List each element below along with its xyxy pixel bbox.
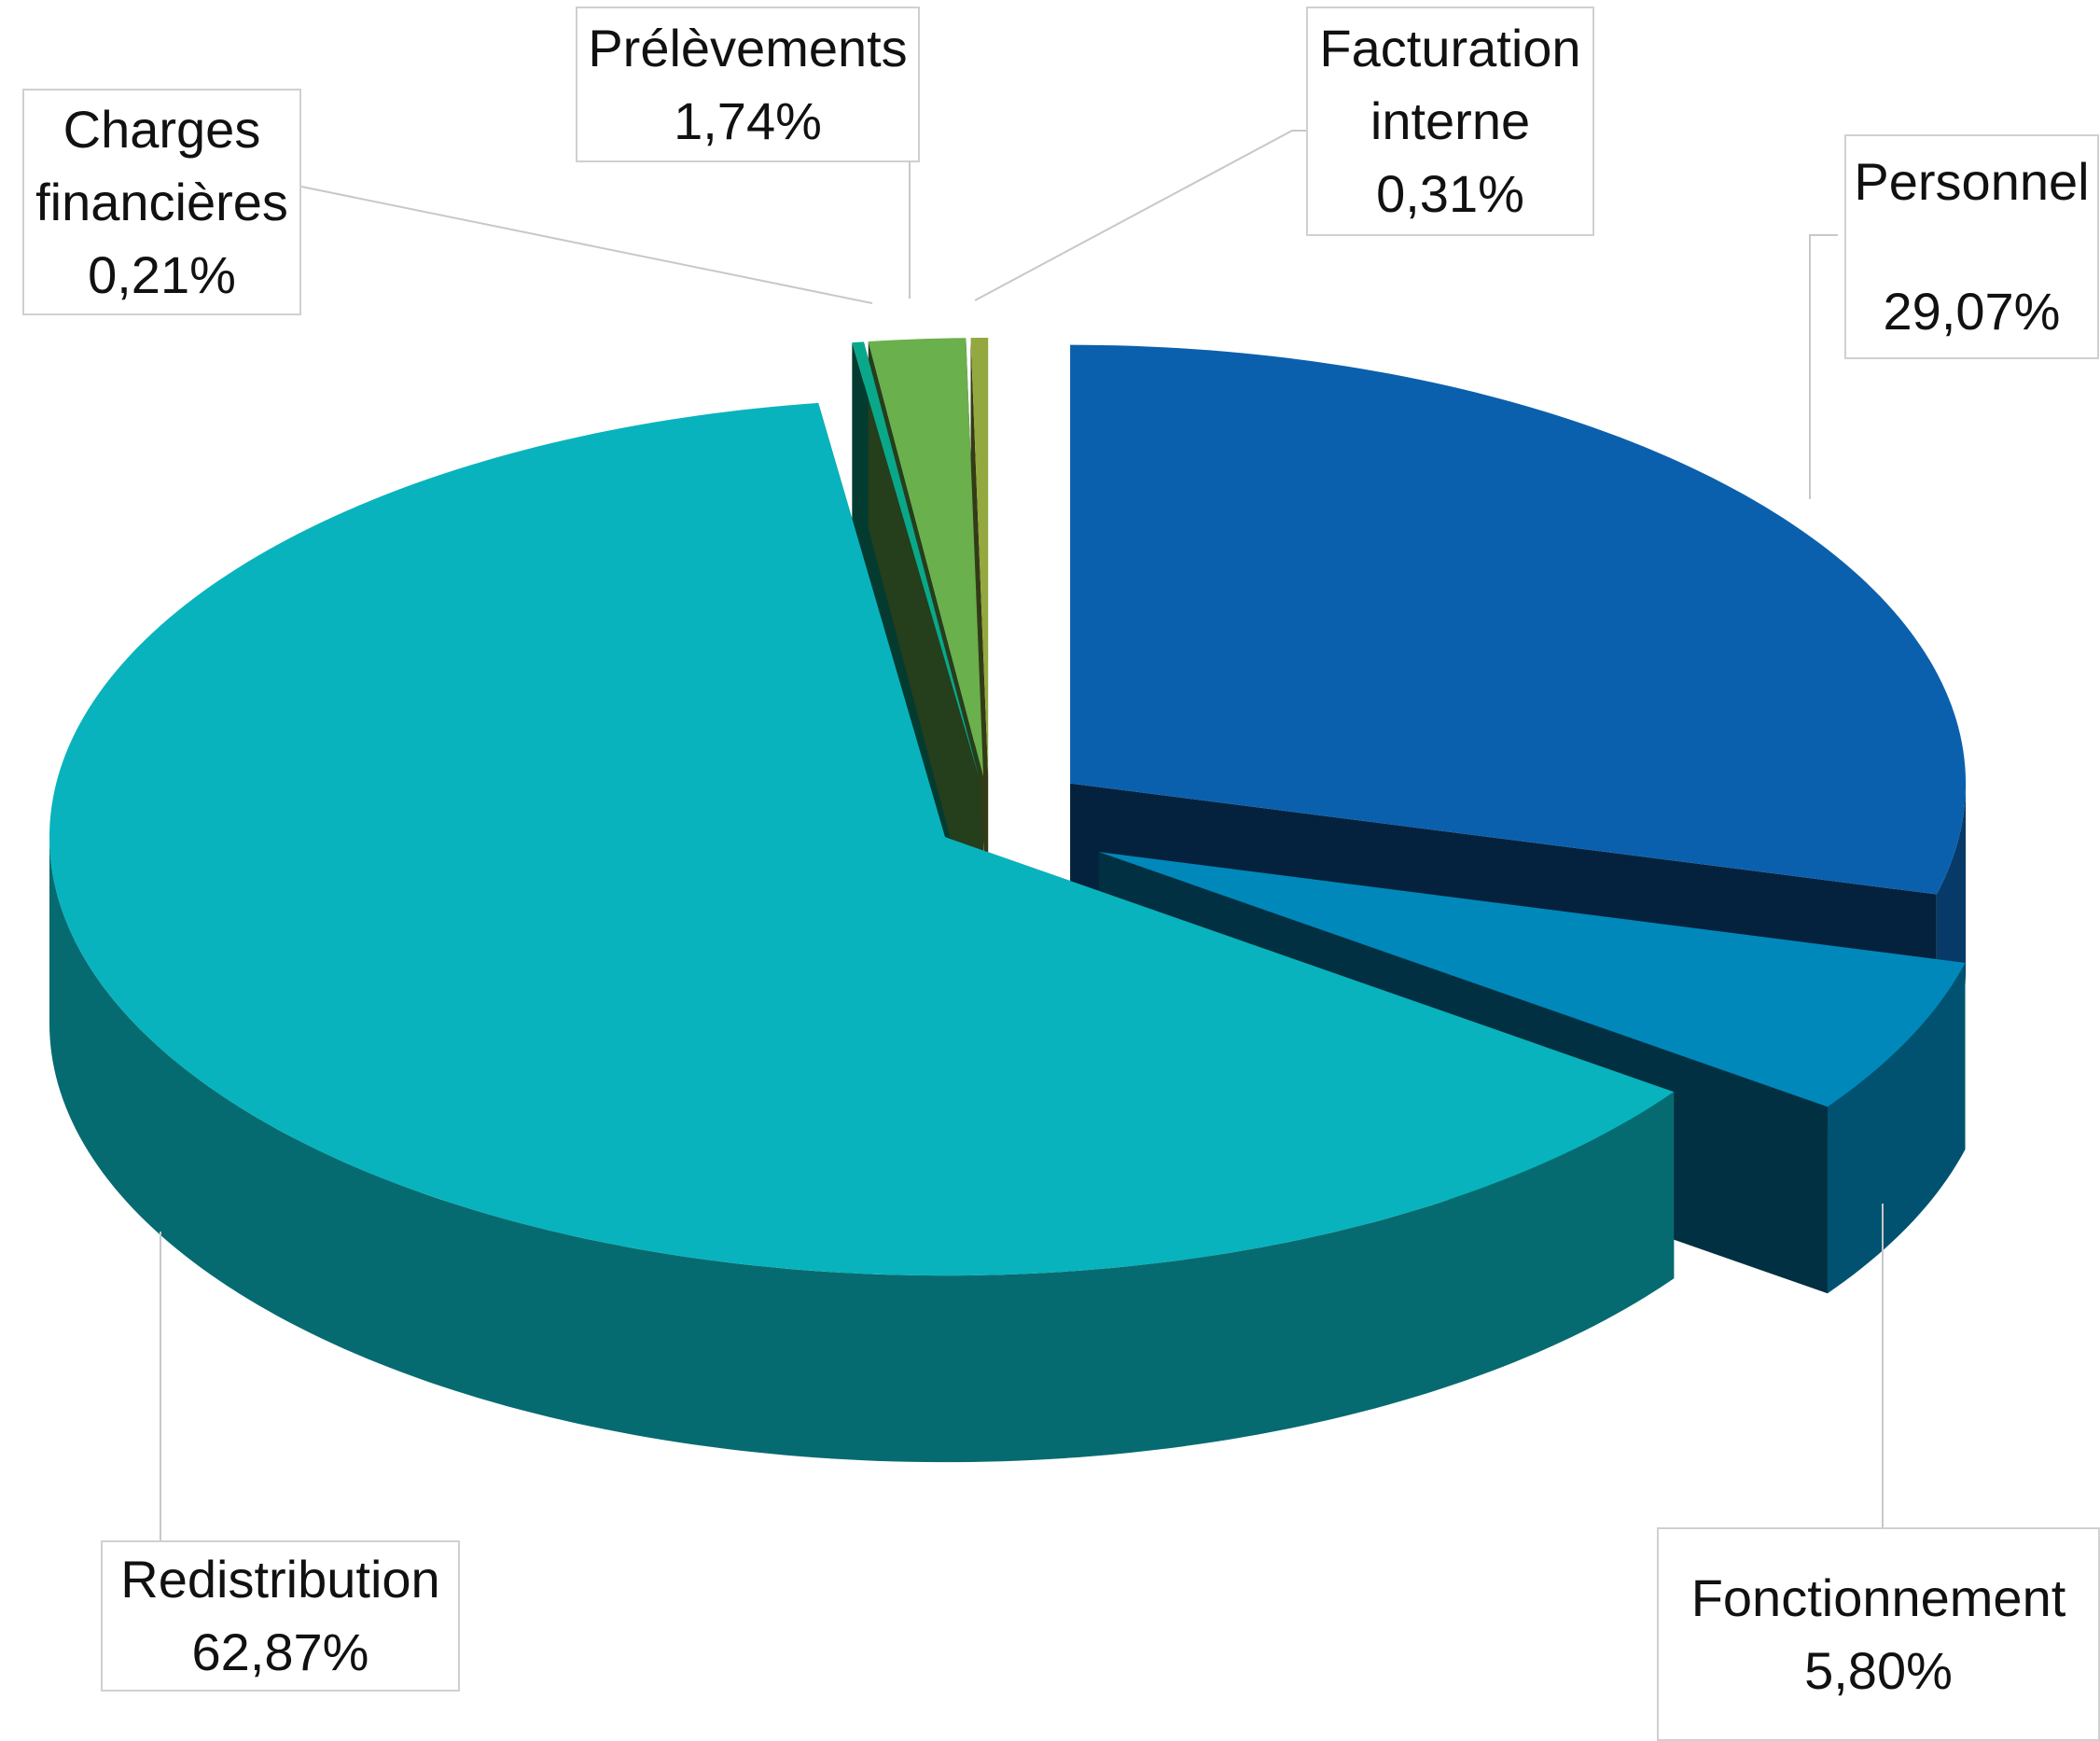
- data-label: Facturation interne 0,31%: [1306, 7, 1594, 236]
- label-value: 29,07%: [1883, 282, 2061, 341]
- leader-line: [300, 186, 873, 304]
- slice-wall: [970, 338, 989, 964]
- slice-side: [49, 837, 1675, 1463]
- slice: [852, 341, 980, 777]
- slice-wall: [868, 341, 984, 964]
- slice: [1070, 344, 1967, 895]
- label-name: Fonctionnement: [1690, 1567, 2066, 1627]
- label-name: Charges financières: [35, 99, 288, 231]
- leader-line: [974, 130, 1306, 301]
- slice-side: [1827, 962, 1966, 1294]
- slice: [49, 402, 1675, 1276]
- slice-sides: [49, 783, 1967, 1463]
- label-value: 1,74%: [674, 91, 822, 150]
- label-value: 62,87%: [191, 1623, 369, 1681]
- slice: [868, 338, 984, 777]
- label-value: 0,21%: [88, 244, 236, 304]
- data-label: Charges financières 0,21%: [22, 89, 301, 315]
- leader-line: [1809, 234, 1838, 499]
- label-name: Prélèvements: [588, 18, 908, 77]
- label-name: Facturation interne: [1319, 19, 1581, 150]
- data-label: Fonctionnement 5,80%: [1657, 1527, 2100, 1741]
- label-name: Redistribution: [120, 1550, 440, 1609]
- data-label: Personnel 29,07%: [1844, 134, 2099, 359]
- leader-lines: [160, 130, 1884, 1540]
- label-value: 0,31%: [1376, 164, 1524, 223]
- slice: [970, 338, 989, 777]
- label-name: Personnel: [1854, 152, 2090, 211]
- slice: [1098, 852, 1966, 1107]
- slice-tops: [49, 338, 1967, 1276]
- data-label: Prélèvements 1,74%: [576, 7, 920, 162]
- label-value: 5,80%: [1804, 1640, 1953, 1700]
- data-label: Redistribution 62,87%: [101, 1540, 460, 1692]
